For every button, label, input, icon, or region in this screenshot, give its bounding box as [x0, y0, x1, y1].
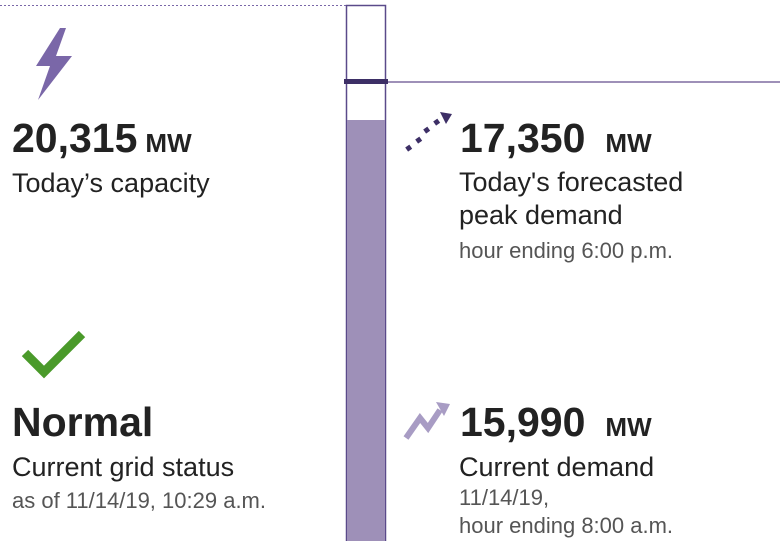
capacity-marker	[344, 79, 388, 84]
current-note-hour: hour ending 8:00 a.m.	[459, 513, 674, 538]
capacity-unit: MW	[145, 128, 192, 158]
status-value: Normal	[12, 399, 154, 445]
forecast-label: Today's forecasted peak demand	[459, 167, 684, 230]
current-value: 15,990	[460, 399, 586, 445]
capacity-label: Today’s capacity	[12, 168, 210, 198]
forecast-note: hour ending 6:00 p.m.	[459, 238, 674, 263]
status-label: Current grid status	[12, 452, 235, 482]
forecast-icon	[405, 112, 452, 152]
current-label: Current demand	[459, 452, 655, 482]
gauge-fill	[347, 120, 385, 541]
current-icon	[403, 408, 443, 440]
check-icon	[21, 330, 86, 379]
lightning-icon	[36, 28, 72, 100]
current-unit: MW	[605, 412, 652, 442]
current-icon-arrow	[436, 402, 450, 416]
current-value-row: 15,990 MW	[460, 402, 652, 443]
capacity-value: 20,315	[12, 115, 138, 161]
forecast-value-row: 17,350 MW	[460, 118, 652, 159]
status-note: as of 11/14/19, 10:29 a.m.	[12, 488, 266, 513]
forecast-unit: MW	[605, 128, 652, 158]
forecast-value: 17,350	[460, 115, 586, 161]
current-note-date: 11/14/19,	[459, 485, 550, 510]
capacity-value-row: 20,315 MW	[12, 118, 192, 159]
